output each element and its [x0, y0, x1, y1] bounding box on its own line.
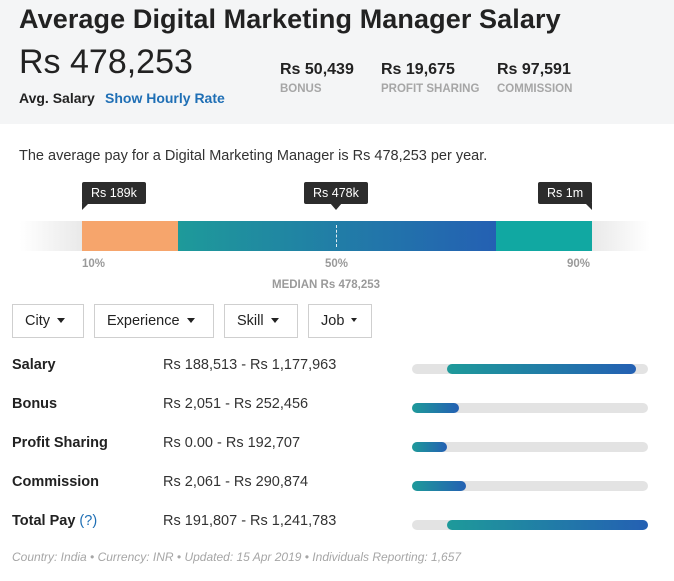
profit-sharing-stat: Rs 19,675 PROFIT SHARING	[381, 61, 479, 95]
bar-segment-low	[82, 221, 178, 251]
salary-row-range: Rs 188,513 - Rs 1,177,963	[163, 357, 337, 373]
bar-fade-right	[592, 221, 650, 251]
bonus-row-label: Bonus	[12, 396, 58, 412]
bar-segment-high	[496, 221, 592, 251]
total-pay-range-fill	[447, 520, 648, 530]
chevron-down-icon	[351, 318, 358, 323]
marker-pointer-icon	[585, 203, 593, 210]
bonus-stat: Rs 50,439 BONUS	[280, 61, 354, 95]
salary-row-label: Salary	[12, 357, 56, 373]
data-source-footer: Country: India • Currency: INR • Updated…	[12, 550, 462, 564]
profit-sharing-range-fill	[412, 442, 448, 452]
job-filter-dropdown[interactable]: Job	[308, 304, 372, 338]
chevron-down-icon	[56, 317, 65, 323]
low-percentile-marker: Rs 189k	[82, 182, 146, 210]
experience-filter-dropdown[interactable]: Experience	[94, 304, 214, 338]
city-filter-dropdown[interactable]: City	[12, 304, 84, 338]
commission-range-track	[412, 481, 648, 491]
city-filter-label: City	[25, 313, 50, 329]
skill-filter-dropdown[interactable]: Skill	[224, 304, 298, 338]
percentile-90-label: 90%	[567, 258, 591, 270]
bonus-value: Rs 50,439	[280, 61, 354, 78]
median-marker: Rs 478k	[304, 182, 368, 210]
high-percentile-marker: Rs 1m	[538, 182, 593, 210]
chevron-down-icon	[186, 317, 195, 323]
bonus-label: BONUS	[280, 83, 322, 95]
profit-sharing-value: Rs 19,675	[381, 61, 455, 78]
commission-value: Rs 97,591	[497, 61, 571, 78]
profit-sharing-label: PROFIT SHARING	[381, 83, 480, 95]
commission-stat: Rs 97,591 COMMISSION	[497, 61, 572, 95]
percentile-10-label: 10%	[82, 258, 106, 270]
median-dashed-line	[336, 225, 337, 247]
total-pay-row-label: Total Pay (?)	[12, 513, 97, 529]
median-marker-label: Rs 478k	[313, 186, 359, 200]
show-hourly-rate-link[interactable]: Show Hourly Rate	[105, 90, 225, 106]
skill-filter-label: Skill	[237, 313, 264, 329]
commission-range-fill	[412, 481, 467, 491]
salary-header: Average Digital Marketing Manager Salary…	[0, 0, 674, 124]
page-title: Average Digital Marketing Manager Salary	[19, 4, 561, 34]
experience-filter-label: Experience	[107, 313, 180, 329]
commission-label: COMMISSION	[497, 83, 573, 95]
job-filter-label: Job	[321, 313, 345, 329]
total-pay-help-icon[interactable]: (?)	[79, 513, 98, 529]
bar-segment-middle	[178, 221, 496, 251]
salary-summary-text: The average pay for a Digital Marketing …	[19, 148, 488, 164]
profit-sharing-row-range: Rs 0.00 - Rs 192,707	[163, 435, 301, 451]
profit-sharing-range-track	[412, 442, 648, 452]
percentile-50-label: 50%	[325, 258, 349, 270]
salary-range-track	[412, 364, 648, 374]
median-label: MEDIAN Rs 478,253	[272, 279, 381, 291]
marker-pointer-icon	[82, 203, 89, 210]
bonus-range-fill	[412, 403, 460, 413]
bonus-range-track	[412, 403, 648, 413]
salary-distribution-bar	[20, 221, 650, 251]
average-salary-value: Rs 478,253	[19, 43, 193, 81]
profit-sharing-row-label: Profit Sharing	[12, 435, 108, 451]
chevron-down-icon	[270, 317, 279, 323]
bar-fade-left	[20, 221, 82, 251]
high-marker-label: Rs 1m	[547, 186, 584, 200]
total-pay-row-range: Rs 191,807 - Rs 1,241,783	[163, 513, 337, 529]
commission-row-range: Rs 2,061 - Rs 290,874	[163, 474, 309, 490]
commission-row-label: Commission	[12, 474, 100, 490]
salary-range-fill	[447, 364, 637, 374]
low-marker-label: Rs 189k	[91, 186, 137, 200]
average-salary-label: Avg. Salary	[19, 90, 95, 106]
total-pay-label-text: Total Pay	[12, 513, 76, 529]
bonus-row-range: Rs 2,051 - Rs 252,456	[163, 396, 309, 412]
marker-pointer-icon	[329, 203, 342, 210]
total-pay-range-track	[412, 520, 648, 530]
